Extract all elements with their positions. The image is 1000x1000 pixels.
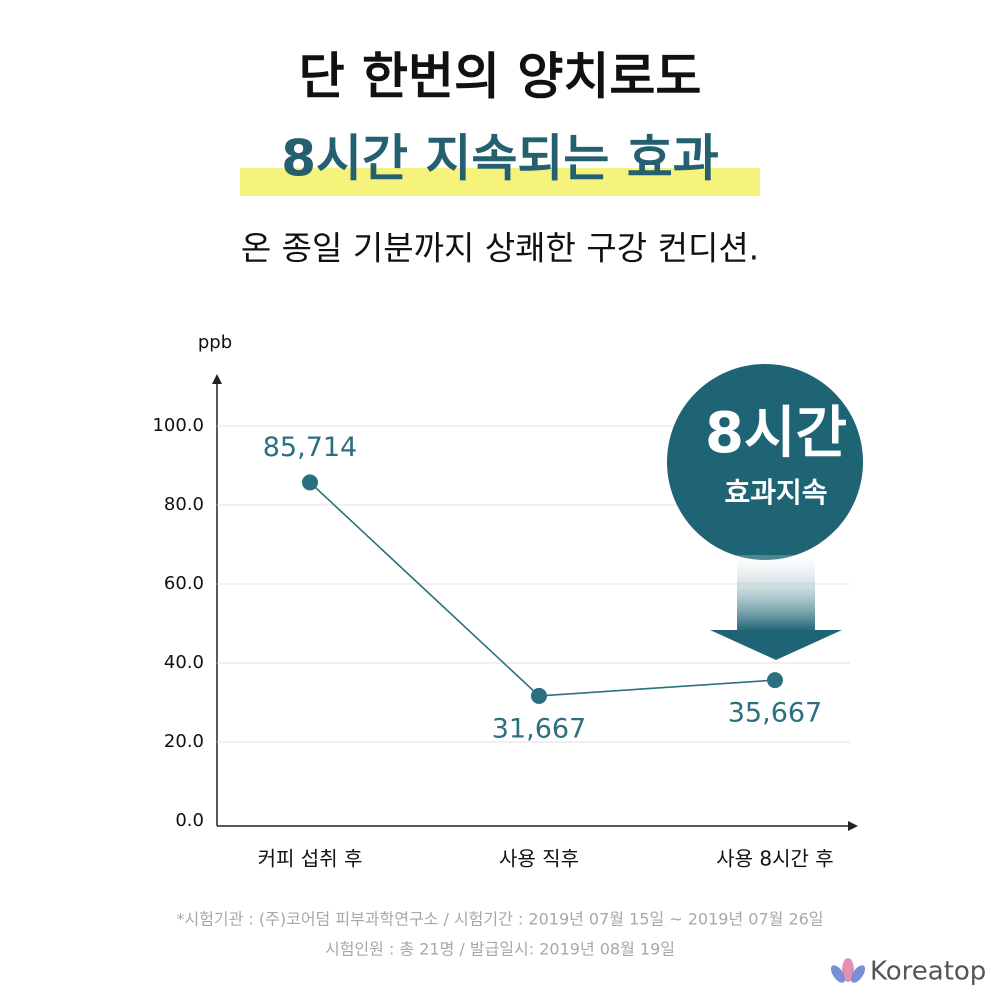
y-tick-label: 20.0 (164, 731, 204, 752)
y-axis-arrow (212, 374, 222, 384)
x-tick-label: 커피 섭취 후 (258, 847, 363, 871)
data-label: 35,667 (728, 698, 822, 729)
data-point (302, 474, 318, 491)
plot-area: 0.0 20.0 40.0 60.0 80.0 100.0 커피 섭취 후 사용 직후 사용 8… (152, 415, 850, 871)
y-tick-label: 80.0 (164, 494, 204, 515)
logo-petal (830, 965, 846, 983)
brand-logo (830, 958, 866, 983)
badge-subtitle: 효과지속 (724, 476, 827, 509)
badge-arrow-head (710, 630, 842, 660)
data-label: 31,667 (492, 713, 586, 744)
data-point (767, 672, 783, 689)
badge-arrow-shaft (737, 555, 815, 631)
y-tick-label: 60.0 (164, 573, 204, 594)
x-axis-arrow (848, 821, 858, 831)
logo-petal (842, 958, 854, 982)
chart-title-highlight: 8시간 지속되는 효과 (281, 130, 719, 188)
chart-title: 단 한번의 양치로도 (299, 48, 702, 106)
chart-subtitle: 온 종일 기분까지 상쾌한 구강 컨디션. (241, 229, 759, 268)
footnote: 시험인원 : 총 21명 / 발급일시: 2019년 08월 19일 (325, 940, 675, 959)
y-tick-label: 100.0 (152, 415, 204, 436)
logo-petal (850, 965, 866, 983)
badge-circle (667, 364, 863, 560)
data-label: 85,714 (263, 432, 357, 463)
brand-name: Koreatop (870, 957, 986, 987)
y-tick-label: 40.0 (164, 652, 204, 673)
y-tick-label: 0.0 (175, 810, 204, 831)
x-tick-label: 사용 직후 (499, 847, 579, 871)
title-highlight-bar (240, 168, 760, 196)
footnote: *시험기관 : (주)코어덤 피부과학연구소 / 시험기간 : 2019년 07… (176, 910, 823, 929)
y-axis-label: ppb (198, 332, 232, 353)
data-point (531, 687, 547, 704)
badge-title: 8시간 (705, 401, 847, 466)
x-tick-label: 사용 8시간 후 (716, 847, 833, 871)
